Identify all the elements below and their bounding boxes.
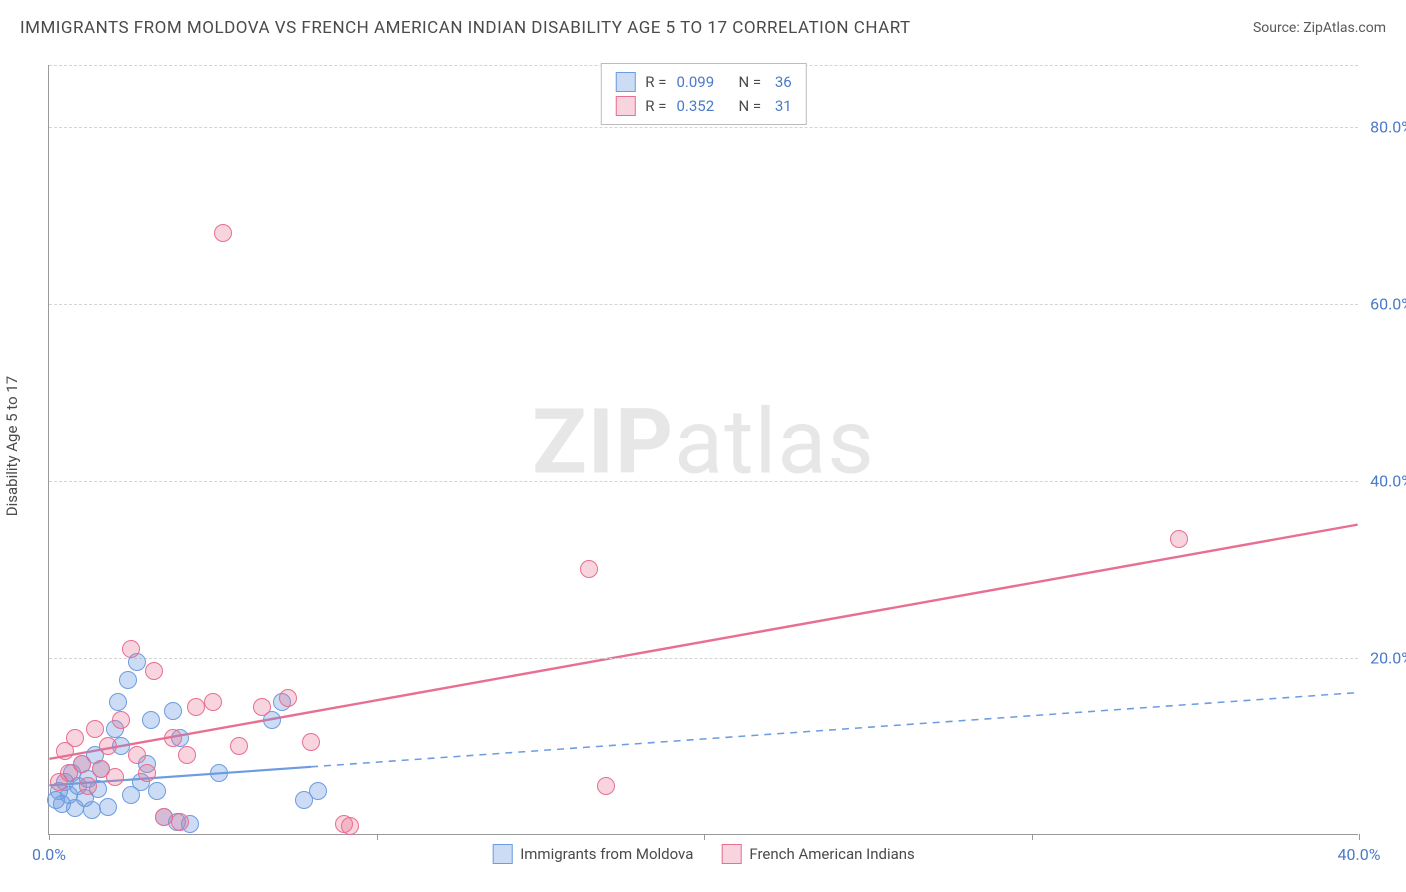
scatter-point [341,817,359,835]
r-label: R = [645,94,666,118]
n-value: 31 [771,94,792,118]
scatter-point [119,671,137,689]
watermark-bold: ZIP [532,389,674,494]
chart-title: IMMIGRANTS FROM MOLDOVA VS FRENCH AMERIC… [20,18,911,38]
gridline [49,481,1358,482]
legend-item: French American Indians [721,844,914,864]
scatter-point [164,729,182,747]
scatter-point [142,711,160,729]
x-tick-mark [377,834,378,840]
x-tick-mark [1032,834,1033,840]
source-name: ZipAtlas.com [1303,20,1386,36]
trend-line-solid [49,525,1357,759]
legend-stat-row: R = 0.352 N = 31 [615,94,791,118]
scatter-point [210,764,228,782]
y-axis-title: Disability Age 5 to 17 [3,376,21,516]
scatter-point [79,777,97,795]
scatter-point [99,737,117,755]
n-label: N = [738,94,761,118]
y-tick-label: 60.0% [1370,294,1406,313]
n-label: N = [738,70,761,94]
scatter-point [148,782,166,800]
r-value: 0.099 [676,70,728,94]
scatter-point [99,798,117,816]
scatter-point [86,720,104,738]
gridline [49,127,1358,128]
gridline [49,304,1358,305]
scatter-point [106,768,124,786]
r-label: R = [645,70,666,94]
scatter-point [302,733,320,751]
legend-swatch [721,844,741,864]
scatter-point [109,693,127,711]
scatter-point [164,702,182,720]
x-tick-label: 40.0% [1338,845,1381,864]
scatter-point [230,737,248,755]
watermark: ZIPatlas [532,389,875,494]
legend-item: Immigrants from Moldova [492,844,693,864]
scatter-point [155,808,173,826]
r-value: 0.352 [676,94,728,118]
scatter-point [1170,530,1188,548]
scatter-point [145,662,163,680]
scatter-point [597,777,615,795]
scatter-point [309,782,327,800]
watermark-rest: atlas [674,389,875,494]
scatter-point [122,640,140,658]
scatter-point [73,755,91,773]
scatter-point [128,746,146,764]
legend-label: Immigrants from Moldova [520,845,693,863]
trend-line-dashed [311,693,1358,767]
legend-swatch [615,96,635,116]
scatter-point [138,764,156,782]
y-tick-label: 40.0% [1370,471,1406,490]
scatter-point [204,693,222,711]
y-tick-label: 20.0% [1370,648,1406,667]
n-value: 36 [771,70,792,94]
x-tick-mark [704,834,705,840]
scatter-point [580,560,598,578]
x-tick-mark [49,834,50,840]
scatter-point [66,729,84,747]
legend-swatch [615,72,635,92]
trend-lines-layer [49,65,1358,834]
scatter-point [214,224,232,242]
x-tick-mark [1359,834,1360,840]
scatter-point [83,801,101,819]
source-attribution: Source: ZipAtlas.com [1253,20,1386,36]
source-prefix: Source: [1253,20,1303,36]
y-tick-label: 80.0% [1370,117,1406,136]
x-tick-label: 0.0% [32,845,66,864]
gridline [49,658,1358,659]
chart-plot-area: ZIPatlas R =0.099N = 36R =0.352N = 31 Im… [48,65,1358,835]
series-legend: Immigrants from Moldova French American I… [492,844,915,864]
legend-stat-row: R = 0.099 N = 36 [615,70,791,94]
correlation-legend: R = 0.099 N = 36 R = 0.352 N = 31 [600,63,806,125]
scatter-point [187,698,205,716]
scatter-point [253,698,271,716]
scatter-point [112,711,130,729]
legend-swatch [492,844,512,864]
legend-label: French American Indians [749,845,914,863]
scatter-point [178,746,196,764]
scatter-point [279,689,297,707]
scatter-point [171,813,189,831]
